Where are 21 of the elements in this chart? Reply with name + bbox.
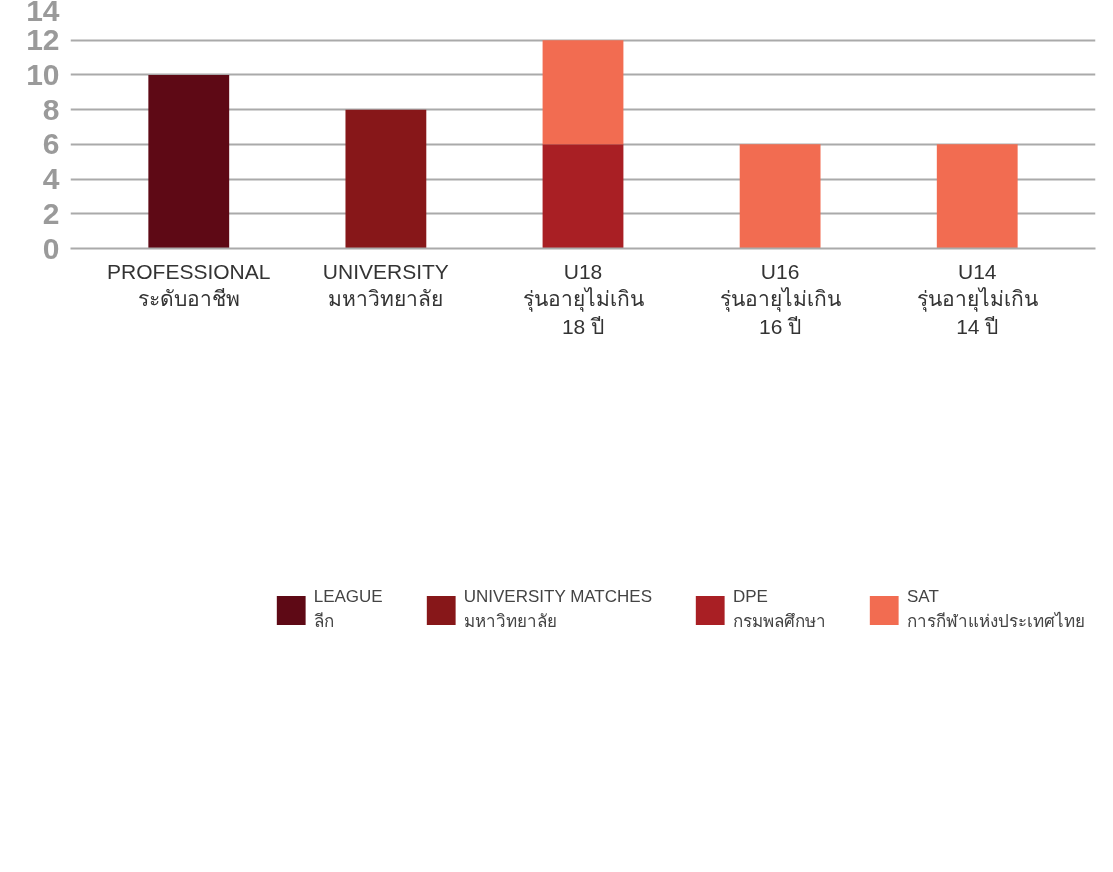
y-tick-label: 4	[42, 162, 60, 196]
bar	[542, 144, 624, 249]
legend-label: SAT การกีฬาแห่งประเทศไทย	[907, 586, 1085, 633]
x-tick-label: U14 รุ่นอายุไม่เกิน 14 ปี	[916, 259, 1038, 338]
y-tick-label: 10	[26, 57, 60, 91]
x-tick-label: UNIVERSITY มหาวิทยาลัย	[322, 259, 449, 311]
legend-label: UNIVERSITY MATCHES มหาวิทยาลัย	[463, 586, 652, 633]
bar	[739, 144, 821, 249]
y-tick-label: 0	[42, 231, 60, 265]
x-tick-label: U16 รุ่นอายุไม่เกิน 16 ปี	[719, 259, 841, 338]
legend-label: LEAGUE ลีก	[313, 586, 383, 633]
x-tick-label: U18 รุ่นอายุไม่เกิน 18 ปี	[522, 259, 644, 338]
y-tick-label: 8	[42, 92, 60, 126]
legend-label: DPE กรมพลศึกษา	[733, 586, 826, 633]
bar	[345, 109, 427, 249]
y-tick-label: 6	[42, 127, 60, 161]
x-tick-label: PROFESSIONAL ระดับอาชีพ	[107, 259, 271, 311]
y-tick-label: 2	[42, 196, 60, 230]
bar	[542, 40, 624, 145]
bar	[148, 74, 230, 249]
bar	[936, 144, 1018, 249]
